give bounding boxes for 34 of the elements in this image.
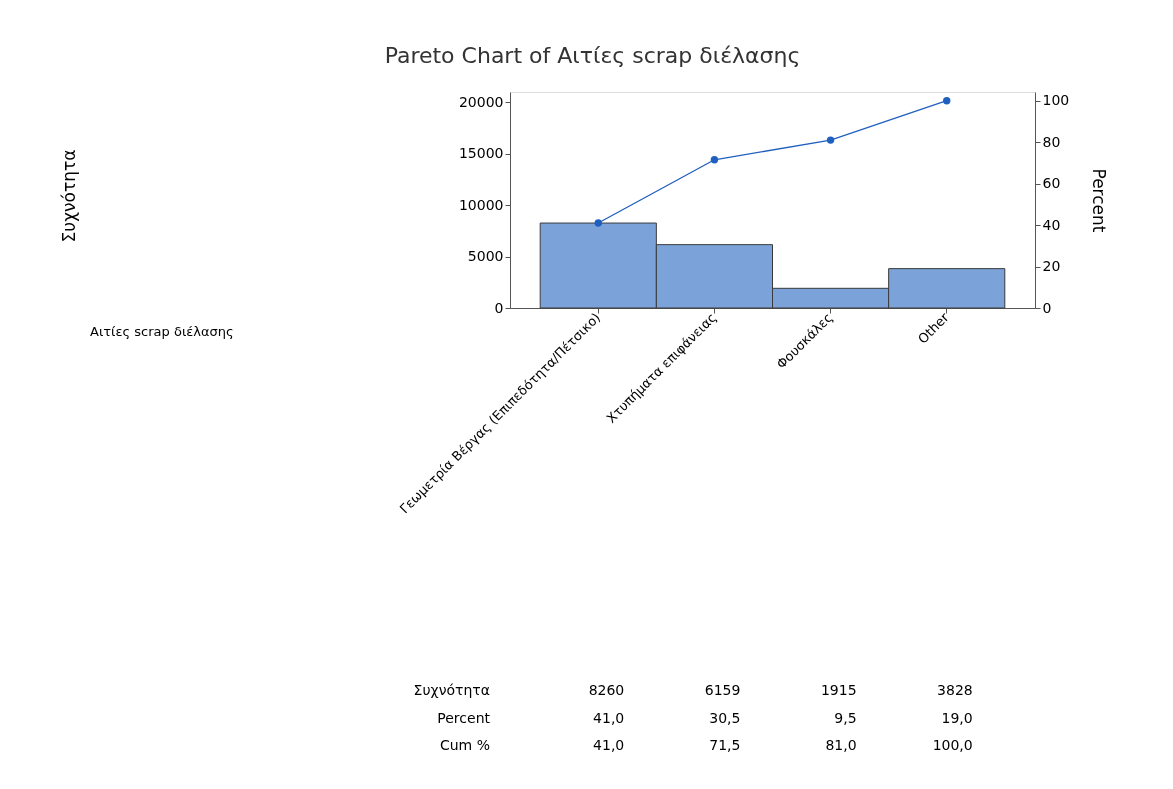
point [710, 156, 719, 164]
y2-tick-label: 100 [1042, 92, 1070, 109]
text: 41,0 [593, 710, 625, 726]
data-label: 100,0 [932, 737, 973, 753]
point [943, 97, 951, 105]
y2-tick-label: 40 [1042, 216, 1061, 233]
text: Αιτίες scrap διέλασης [90, 324, 234, 339]
data-label: 41,0 [593, 737, 625, 753]
text: 9,5 [834, 710, 857, 726]
y2-tick-label: 80 [1042, 133, 1061, 150]
data-label: 6159 [704, 682, 741, 698]
y-tick-label: 10000 [458, 196, 504, 213]
y2-axis-title: Percent [1089, 168, 1110, 233]
data-label: 3828 [937, 682, 973, 698]
text: Συχνότητα [59, 149, 79, 243]
point [826, 136, 835, 144]
y-tick-label: 20000 [458, 93, 504, 110]
y2-tick-label: 60 [1042, 175, 1061, 192]
text: Percent [437, 710, 491, 726]
point [594, 219, 602, 227]
y2-tick-label: 0 [1042, 299, 1052, 316]
y2-tick-label: 20 [1042, 258, 1061, 275]
data-label: 8260 [588, 682, 625, 698]
y-tick-label: 15000 [458, 145, 504, 162]
data-label: 81,0 [825, 737, 857, 753]
text: Συχνότητα [413, 682, 490, 698]
text: Cum % [439, 737, 490, 753]
chart-title: Pareto Chart of Αιτίες scrap διέλασης [384, 43, 801, 68]
text: 19,0 [941, 710, 973, 726]
y-tick-label: 0 [494, 299, 504, 316]
text: 30,5 [709, 710, 741, 726]
y-tick-label: 5000 [467, 248, 504, 265]
data-label: 71,5 [709, 737, 741, 753]
data-label: 1915 [820, 682, 857, 698]
